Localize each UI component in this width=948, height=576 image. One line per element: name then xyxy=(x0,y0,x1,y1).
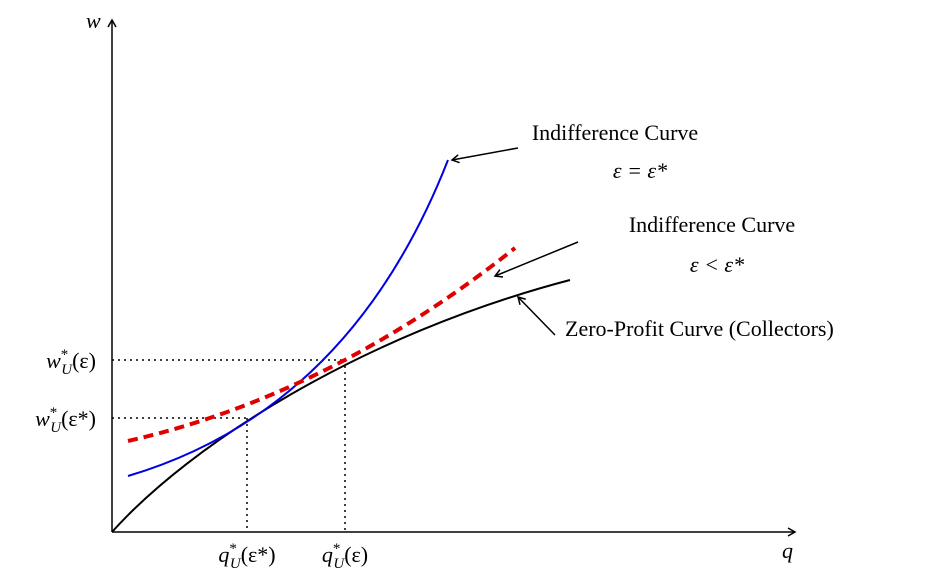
w-label: w* U(ε) xyxy=(46,347,96,378)
label-base: q xyxy=(218,542,229,567)
label-base: w xyxy=(35,406,50,431)
annotation-title: Zero-Profit Curve (Collectors) xyxy=(565,316,834,341)
label-arg: (ε) xyxy=(344,542,368,567)
y-axis-label: w xyxy=(86,8,101,33)
label-sup: * xyxy=(229,541,237,557)
guide-lines xyxy=(112,359,346,532)
label-sub: U xyxy=(61,362,73,378)
w-label: w* U(ε*) xyxy=(35,405,96,436)
label-base: q xyxy=(322,542,333,567)
indifference-curve-eq xyxy=(127,159,449,477)
annotation-title: Indifference Curve xyxy=(629,212,795,237)
label-sup: * xyxy=(333,541,341,557)
label-base: w xyxy=(46,348,61,373)
label-sub: U xyxy=(333,556,345,572)
label-sup: * xyxy=(50,405,58,421)
label-arg: (ε*) xyxy=(61,406,96,431)
label-sub: U xyxy=(50,420,62,436)
x-axis-label: q xyxy=(782,538,793,563)
annotation-condition: ε < ε* xyxy=(690,252,744,277)
annotation-title: Indifference Curve xyxy=(532,120,698,145)
label-arg: (ε*) xyxy=(241,542,276,567)
q-label: q* U(ε) xyxy=(322,541,368,572)
label-arg: (ε) xyxy=(72,348,96,373)
label-sub: U xyxy=(230,556,242,572)
label-sup: * xyxy=(61,347,69,363)
annotation-arrows xyxy=(450,147,579,336)
zero-profit-curve xyxy=(111,279,571,533)
annotation-condition: ε = ε* xyxy=(613,158,667,183)
indifference-curve-lt xyxy=(127,246,517,443)
q-label: q* U(ε*) xyxy=(218,541,275,572)
